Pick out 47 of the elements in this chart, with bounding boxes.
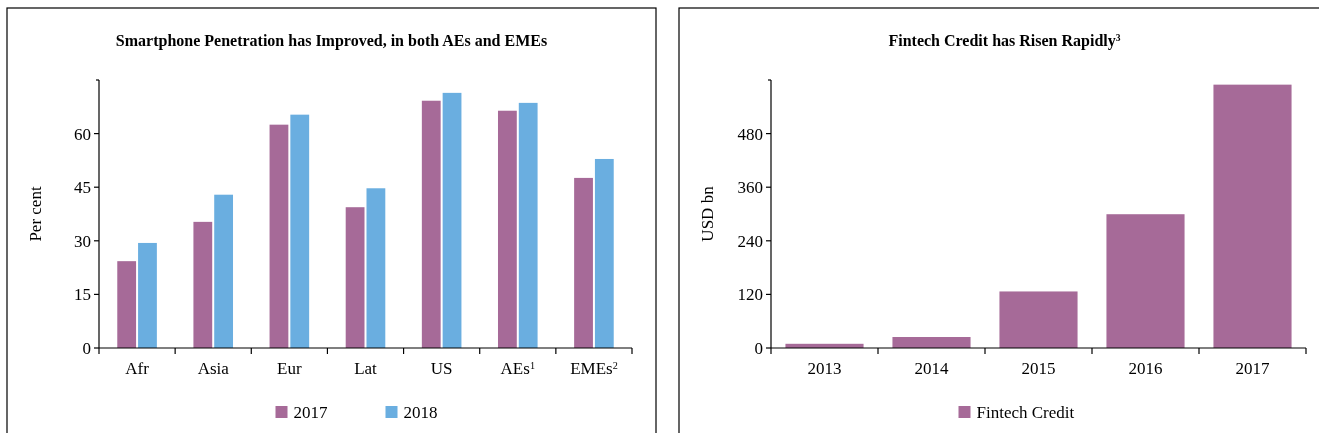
x-tick-label: Lat (354, 359, 378, 378)
bar (421, 100, 441, 348)
x-tick-label: 2017 (1235, 359, 1270, 378)
bar (269, 124, 289, 348)
bar (1213, 84, 1292, 348)
x-tick-label: US (430, 359, 453, 378)
bar (138, 242, 157, 348)
y-tick-label: 0 (82, 338, 91, 358)
y-tick-label: 30 (74, 231, 91, 251)
bar (345, 207, 365, 348)
y-tick-label: 240 (737, 231, 763, 251)
chart-title: Fintech Credit has Risen Rapidly$^{3}$ (888, 31, 1121, 50)
bar (892, 337, 971, 348)
bar (574, 177, 593, 348)
legend-label: 2018 (403, 402, 438, 422)
x-tick-label: 2015 (1021, 359, 1056, 378)
y-tick-label: 120 (737, 285, 763, 305)
bar (214, 194, 234, 348)
x-tick-label: AEs$^{1}$ (500, 359, 535, 378)
bar (518, 102, 538, 348)
x-tick-label: Eur (277, 359, 302, 378)
x-tick-label: Asia (197, 359, 230, 378)
y-tick-label: 360 (737, 178, 763, 198)
bar (497, 110, 517, 348)
y-axis-title: Per cent (26, 186, 45, 242)
bar (366, 188, 386, 348)
bar (999, 291, 1078, 348)
x-tick-label: EMEs$^{2}$ (570, 359, 618, 378)
bar (594, 158, 614, 348)
legend-label: Fintech Credit (976, 402, 1075, 422)
y-tick-label: 15 (74, 285, 91, 305)
y-tick-label: 45 (74, 178, 91, 198)
legend-label: 2017 (293, 402, 328, 422)
bar (1106, 214, 1185, 348)
x-tick-label: 2013 (807, 359, 842, 378)
y-tick-label: 60 (74, 124, 91, 144)
y-tick-label: 0 (754, 338, 763, 358)
bar (117, 261, 137, 348)
y-axis-title: USD bn (698, 185, 717, 242)
x-tick-label: Afr (125, 359, 150, 378)
bar (290, 114, 310, 348)
bar (193, 221, 213, 348)
bar (442, 92, 462, 348)
chart-title: Smartphone Penetration has Improved, in both AEs and EMEs (115, 32, 548, 50)
x-tick-label: 2014 (914, 359, 949, 378)
y-tick-label: 480 (737, 124, 763, 144)
x-tick-label: 2016 (1128, 359, 1163, 378)
